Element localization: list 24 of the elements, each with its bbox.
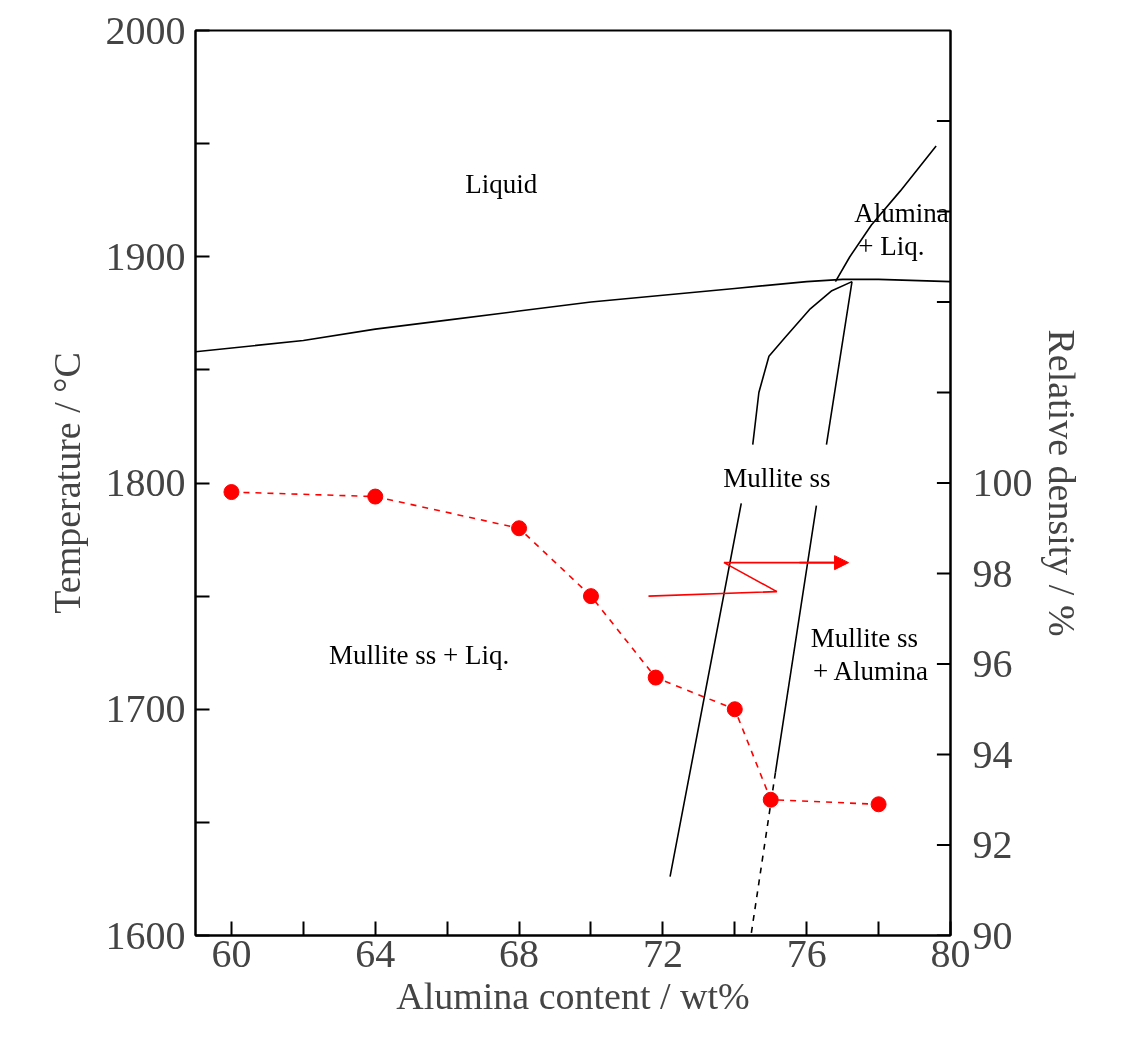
y2-tick-label: 92 <box>972 822 1013 867</box>
y-tick-label: 2000 <box>105 7 186 53</box>
x-tick-label: 76 <box>786 930 827 976</box>
annotation: Liquid <box>465 169 538 200</box>
y2-tick-label: 94 <box>972 731 1013 777</box>
x-tick-label: 80 <box>930 930 971 976</box>
x-axis-title: Alumina content / wt% <box>396 974 750 1017</box>
y-tick-label: 1900 <box>105 233 186 279</box>
x-tick-label: 68 <box>499 930 540 976</box>
annotation: Mullite ss <box>723 463 831 494</box>
annotation: Mullite ss + Alumina <box>810 623 928 687</box>
y-tick-label: 1600 <box>105 912 186 958</box>
x-tick-label: 60 <box>211 930 252 976</box>
x-tick-label: 72 <box>642 930 683 976</box>
y2-tick-label: 98 <box>972 550 1013 596</box>
y2-axis-title: Relative density / % <box>1040 329 1083 637</box>
annotation: Mullite ss + Liq. <box>328 639 510 670</box>
y2-tick-label: 96 <box>972 641 1013 686</box>
y-tick-label: 1700 <box>105 686 186 732</box>
y2-tick-label: 100 <box>972 460 1033 505</box>
x-tick-label: 64 <box>355 930 396 976</box>
y-tick-label: 1800 <box>105 460 186 505</box>
y2-tick-label: 90 <box>972 912 1013 958</box>
y-axis-title: Temperature / °C <box>45 352 88 614</box>
